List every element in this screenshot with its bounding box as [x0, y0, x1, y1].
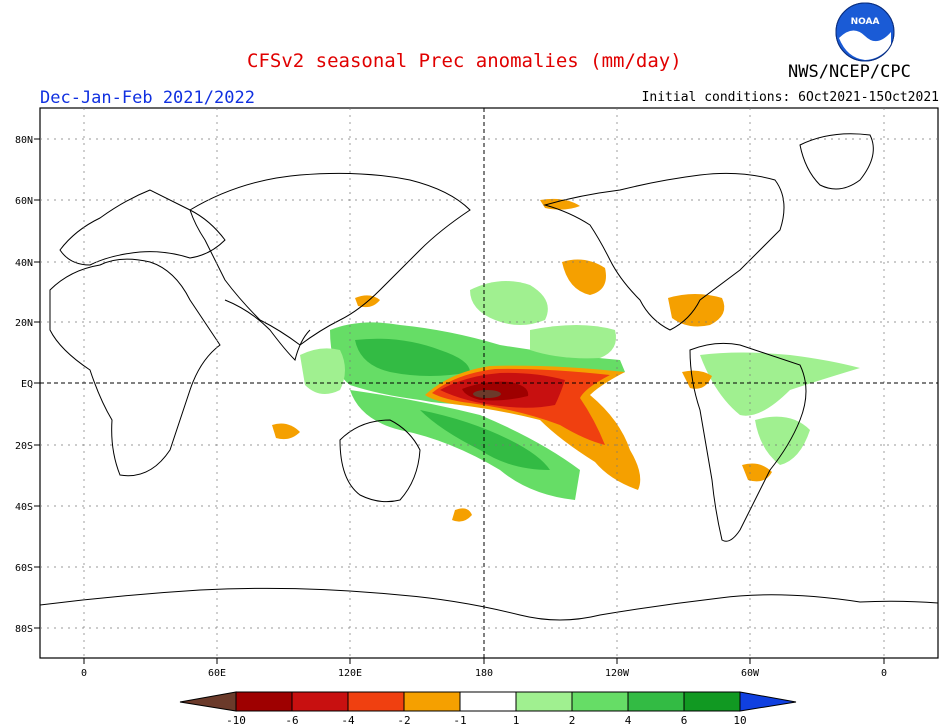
coast-asia [189, 172, 471, 346]
colorbar-box [403, 691, 461, 712]
anomaly-indian-dry [272, 423, 300, 440]
logo-text: NOAA [851, 17, 880, 27]
lat-label: 40N [15, 258, 33, 269]
colorbar-tick: 6 [681, 714, 688, 727]
lat-label: 40S [15, 502, 33, 513]
lon-label: 180 [475, 668, 493, 679]
lon-labels: 0 60E 120E 180 120W 60W 0 [81, 668, 887, 679]
coast-antarctica [40, 587, 938, 621]
colorbar-box [347, 691, 405, 712]
anomaly-npac-wet-2 [530, 325, 616, 359]
coast-north-america [543, 172, 785, 331]
anomaly-colombia-dry [682, 370, 712, 389]
season-label: Dec-Jan-Feb 2021/2022 [40, 88, 255, 108]
noaa-logo: NOAA [835, 2, 895, 62]
lon-label: 0 [881, 668, 887, 679]
anomaly-gulf-dry [562, 259, 606, 295]
coast-south-america [689, 342, 807, 542]
lat-label: 20S [15, 441, 33, 452]
lon-label: 60E [208, 668, 226, 679]
colorbar-box [683, 691, 741, 712]
colorbar-tick: -6 [285, 714, 298, 727]
lon-label: 120W [605, 668, 630, 679]
lat-labels: 80N 60N 40N 20N EQ 20S 40S 60S 80S [15, 135, 33, 635]
lat-label: 60N [15, 196, 33, 207]
colorbar-box [627, 691, 685, 712]
colorbar-tick: -1 [453, 714, 466, 727]
colorbar-tick: -10 [226, 714, 246, 727]
coast-africa-europe [49, 258, 221, 477]
chart-title: CFSv2 seasonal Prec anomalies (mm/day) [247, 50, 682, 72]
lon-label: 120E [338, 668, 362, 679]
coast-greenland [799, 133, 874, 190]
colorbar-box [291, 691, 349, 712]
anomaly-dry-extreme [473, 390, 501, 398]
lat-label: 20N [15, 318, 33, 329]
colorbar-labels: -10 -6 -4 -2 -1 1 2 4 6 10 [226, 714, 747, 727]
lat-label: 80S [15, 624, 33, 635]
agency-label: NWS/NCEP/CPC [788, 62, 911, 82]
anomaly-pacific-wet-strong [355, 338, 470, 376]
anomaly-uruguay-dry [742, 463, 772, 482]
colorbar-box [235, 691, 293, 712]
colorbar-tick: -2 [397, 714, 410, 727]
colorbar-right-arrow [739, 691, 797, 712]
lon-label: 60W [741, 668, 760, 679]
anomaly-spcz-wet [350, 390, 580, 500]
anomaly-amazon-wet [700, 352, 860, 416]
lat-label: 60S [15, 563, 33, 574]
anomaly-npac-wet [470, 281, 548, 325]
colorbar-box [571, 691, 629, 712]
anomaly-nz-dry [452, 508, 472, 522]
colorbar-box [459, 691, 517, 712]
lat-label: EQ [21, 379, 33, 390]
coast-arabia-india [224, 299, 311, 361]
initial-conditions-label: Initial conditions: 6Oct2021-15Oct2021 [641, 90, 939, 105]
anomaly-spcz-wet-inner [420, 410, 550, 470]
anomaly-mexico-dry [668, 294, 725, 327]
colorbar-left-arrow [179, 691, 237, 712]
coast-europe-north [59, 189, 226, 266]
anomaly-fields [272, 198, 860, 522]
lon-label: 0 [81, 668, 87, 679]
coastlines [40, 133, 938, 621]
axis-ticks [34, 138, 885, 664]
anomaly-sam-wet [755, 416, 810, 465]
anomaly-seasia-wet [300, 348, 345, 394]
colorbar-tick: 4 [625, 714, 632, 727]
lat-label: 80N [15, 135, 33, 146]
colorbar-tick: 2 [569, 714, 576, 727]
colorbar-tick: 10 [733, 714, 746, 727]
colorbar-tick: 1 [513, 714, 520, 727]
coast-australia [339, 419, 421, 503]
colorbar-tick: -4 [341, 714, 355, 727]
colorbar-box [515, 691, 573, 712]
colorbar [179, 691, 797, 712]
